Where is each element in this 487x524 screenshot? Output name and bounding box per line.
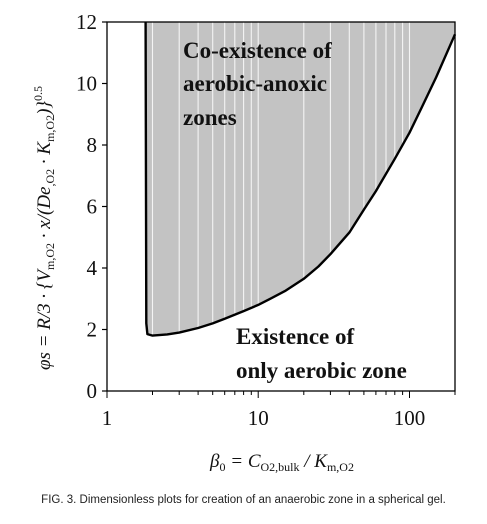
tick-labels: 0 2 4 6 8 10 12 1 10 100 xyxy=(76,10,425,430)
y-axis-label: φs = R/3 · {Vm,O2 · x/(De,O2 · Km,O2)}0.… xyxy=(31,86,57,370)
chart: 0 2 4 6 8 10 12 1 10 100 Co-existence of aerobic-… xyxy=(31,10,457,474)
x-axis-label: β0 = CO2,bulk / Km,O2 xyxy=(209,451,354,474)
annotation-shaded: Co-existence of aerobic-anoxic zones xyxy=(183,38,332,130)
y-tick-label: 10 xyxy=(76,72,97,96)
y-tick-label: 12 xyxy=(76,10,97,34)
annotation-unshaded: Existence of only aerobic zone xyxy=(236,324,407,383)
annotation-shaded-line-3: zones xyxy=(183,105,237,130)
annotation-unshaded-line-2: only aerobic zone xyxy=(236,358,407,383)
y-tick-label: 2 xyxy=(87,318,98,342)
annotation-unshaded-line-1: Existence of xyxy=(236,324,355,349)
shaded-area xyxy=(145,22,455,336)
y-tick-label: 6 xyxy=(87,195,98,219)
y-tick-label: 8 xyxy=(87,133,98,157)
y-tick-label: 0 xyxy=(87,379,98,403)
boundary-curve-layer xyxy=(144,21,457,337)
y-tick-label: 4 xyxy=(87,256,98,280)
x-tick-label: 1 xyxy=(102,406,113,430)
annotation-shaded-line-2: aerobic-anoxic xyxy=(183,71,327,96)
axes xyxy=(102,21,456,398)
annotation-shaded-line-1: Co-existence of xyxy=(183,38,332,63)
x-tick-label: 10 xyxy=(248,406,269,430)
boundary-curve xyxy=(144,21,457,337)
x-tick-label: 100 xyxy=(394,406,426,430)
figure-caption: FIG. 3. Dimensionless plots for creation… xyxy=(41,494,446,506)
